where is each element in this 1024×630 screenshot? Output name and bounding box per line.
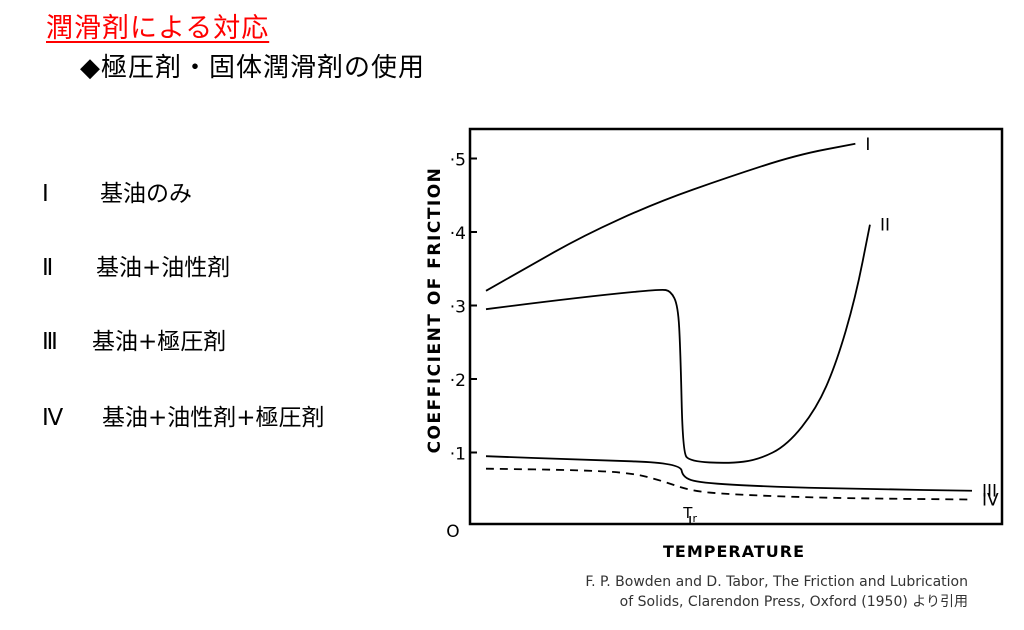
page-subtitle: ◆極圧剤・固体潤滑剤の使用: [80, 53, 425, 83]
legend-numeral: Ⅳ: [42, 405, 64, 431]
y-tick-label: ·4: [450, 224, 466, 244]
series-label-II: II: [880, 216, 890, 236]
legend-numeral: Ⅲ: [42, 329, 58, 355]
x-axis-label: TEMPERATURE: [663, 542, 805, 561]
legend-item-3: Ⅲ 基油+極圧剤: [42, 322, 226, 356]
y-tick-label: ·1: [450, 445, 466, 465]
series-label-I: I: [865, 135, 870, 155]
legend-label: 基油のみ: [100, 181, 192, 207]
legend-item-2: Ⅱ 基油+油性剤: [42, 248, 230, 282]
y-tick-label: ·5: [450, 151, 466, 171]
series-label-III: III: [982, 482, 997, 502]
plot-frame: [468, 127, 1004, 526]
series-line-IV: [485, 467, 973, 501]
y-tick-label: ·2: [450, 371, 466, 391]
legend-item-4: Ⅳ 基油+油性剤+極圧剤: [42, 398, 325, 432]
legend-numeral: Ⅱ: [42, 255, 54, 281]
legend-numeral: Ⅰ: [42, 181, 49, 207]
plot-border: [468, 127, 1004, 526]
y-ticks: ·1 ·2 ·3 ·4 ·5 Tr: [450, 151, 698, 526]
legend-label: 基油+油性剤: [96, 255, 231, 281]
legend-item-1: Ⅰ 基油のみ: [42, 174, 192, 208]
series-line-III: [485, 455, 973, 492]
citation: F. P. Bowden and D. Tabor, The Friction …: [585, 572, 968, 612]
legend-label: 基油+極圧剤: [92, 329, 227, 355]
legend-label: 基油+油性剤+極圧剤: [102, 405, 325, 431]
tr-marker-label: Tr: [682, 504, 697, 525]
series-label-IV: IV: [982, 491, 999, 511]
origin-label: O: [446, 522, 459, 542]
series-lines: [485, 142, 973, 501]
page-title: 潤滑剤による対応: [46, 13, 270, 44]
citation-line-2: of Solids, Clarendon Press, Oxford (1950…: [619, 594, 968, 610]
series-line-II: [485, 224, 871, 464]
y-tick-label: ·3: [450, 298, 466, 318]
series-line-I: [485, 142, 856, 292]
citation-line-1: F. P. Bowden and D. Tabor, The Friction …: [585, 574, 968, 590]
y-axis-label: COEFFICIENT OF FRICTION: [425, 167, 445, 454]
